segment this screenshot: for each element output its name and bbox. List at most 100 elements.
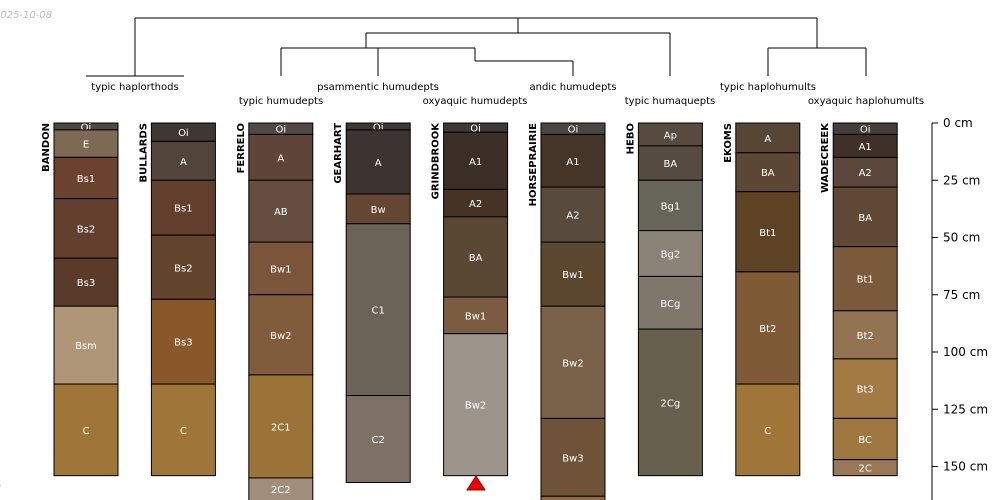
horizon-label: Bw1 bbox=[270, 264, 291, 275]
horizon-label: A1 bbox=[469, 157, 482, 168]
horizon bbox=[150, 298, 216, 385]
horizon bbox=[637, 328, 703, 477]
horizon bbox=[540, 417, 606, 497]
horizon-label: Oi bbox=[81, 122, 92, 133]
horizon-label: BCg bbox=[660, 299, 680, 310]
horizon-label: Bw1 bbox=[562, 270, 583, 281]
horizon bbox=[53, 156, 119, 200]
horizon bbox=[150, 383, 216, 477]
depth-tick-label: 0 cm bbox=[943, 116, 973, 130]
horizon bbox=[248, 294, 314, 376]
horizon-label: A2 bbox=[566, 211, 579, 222]
horizon-label: Bg1 bbox=[661, 201, 681, 212]
horizon-label: Ap bbox=[664, 130, 677, 141]
depth-tick-label: 75 cm bbox=[943, 288, 980, 302]
profile-name: FERRELO bbox=[236, 123, 247, 173]
profile-name: GRINDBROOK bbox=[431, 122, 442, 200]
horizon bbox=[53, 383, 119, 477]
horizon bbox=[832, 417, 898, 461]
horizon-label: A1 bbox=[859, 142, 872, 153]
horizon bbox=[832, 246, 898, 312]
horizon-label: A bbox=[180, 157, 187, 168]
horizon-label: C bbox=[180, 426, 187, 437]
horizon-label: Bt3 bbox=[857, 385, 874, 396]
horizon-label: Bs2 bbox=[77, 224, 95, 235]
horizon-label: Bs1 bbox=[174, 204, 192, 215]
horizon-label: BA bbox=[664, 159, 678, 170]
taxon-label-typic-haplohumults: typic haplohumults bbox=[720, 82, 816, 93]
horizon bbox=[832, 459, 898, 477]
horizon-label: 2C1 bbox=[271, 422, 291, 433]
horizon bbox=[735, 383, 801, 477]
horizon bbox=[443, 216, 509, 298]
horizon bbox=[248, 179, 314, 243]
depth-tick-label: 100 cm bbox=[943, 345, 988, 359]
profile-hebo: Ap BA Bg1 Bg2 BCg 2Cg HEBO bbox=[625, 122, 703, 477]
depth-tick-label: 25 cm bbox=[943, 173, 980, 187]
horizon bbox=[832, 156, 898, 188]
horizon bbox=[443, 333, 509, 477]
horizon-label: Bs1 bbox=[77, 174, 95, 185]
horizon bbox=[637, 230, 703, 277]
horizon-label: Oi bbox=[470, 124, 481, 135]
profiles: Oi E Bs1 Bs2 Bs3 Bsm C BANDON Oi A Bs1 Bs2 Bs3 C BULLA… bbox=[41, 122, 898, 500]
horizon-label: A bbox=[764, 134, 771, 145]
profile-name: EKOMS bbox=[723, 123, 734, 163]
horizon-label: Bg2 bbox=[661, 250, 681, 261]
horizon bbox=[540, 495, 606, 500]
horizon-label: A2 bbox=[859, 168, 872, 179]
horizon bbox=[53, 305, 119, 385]
horizon bbox=[540, 241, 606, 307]
horizon-label: Oi bbox=[275, 125, 286, 136]
profile-bullards: Oi A Bs1 Bs2 Bs3 C BULLARDS bbox=[138, 122, 216, 477]
profile-name: HEBO bbox=[625, 123, 636, 154]
profile-name: BANDON bbox=[41, 123, 52, 172]
horizon bbox=[637, 275, 703, 330]
horizon bbox=[345, 395, 411, 484]
profile-name: GEARHART bbox=[333, 123, 344, 184]
horizon bbox=[443, 131, 509, 190]
horizon-label: Bt2 bbox=[759, 324, 776, 335]
horizon-label: Oi bbox=[178, 128, 189, 139]
horizon-label: Bt1 bbox=[857, 275, 874, 286]
profile-grindbrook: Oi A1 A2 BA Bw1 Bw2 GRINDBROOK bbox=[431, 122, 509, 477]
horizon-label: A bbox=[375, 158, 382, 169]
horizon bbox=[150, 234, 216, 300]
taxon-label-typic-humaquepts: typic humaquepts bbox=[625, 96, 716, 107]
horizon-label: C bbox=[83, 426, 90, 437]
horizon bbox=[150, 179, 216, 236]
taxon-label-typic-humudepts: typic humudepts bbox=[239, 96, 323, 107]
horizon-label: Oi bbox=[860, 125, 871, 136]
horizon bbox=[735, 191, 801, 273]
profile-name: HORSEPRAIRIE bbox=[528, 123, 539, 207]
horizon-label: A1 bbox=[566, 157, 579, 168]
horizon-label: Bsm bbox=[75, 341, 97, 352]
corner-stamp: l bbox=[0, 484, 1, 495]
horizon-label: Bw1 bbox=[465, 311, 486, 322]
truncation-marker-icon bbox=[466, 475, 486, 491]
profile-name: BULLARDS bbox=[138, 123, 149, 182]
horizon-label: AB bbox=[274, 207, 288, 218]
horizon-label: BA bbox=[858, 213, 872, 224]
horizon bbox=[443, 188, 509, 218]
profile-name: WADECREEK bbox=[820, 122, 831, 193]
horizon-label: 2Cg bbox=[661, 398, 681, 409]
horizon-label: Bs3 bbox=[174, 338, 192, 349]
horizon-label: Bt2 bbox=[857, 331, 874, 342]
taxon-label-oxyaquic-humudepts: oxyaquic humudepts bbox=[423, 96, 528, 107]
horizon-label: 2C bbox=[859, 464, 872, 475]
horizon bbox=[248, 241, 314, 296]
horizon bbox=[345, 223, 411, 397]
horizon-label: Bs2 bbox=[174, 263, 192, 274]
dendrogram bbox=[86, 17, 867, 77]
horizon bbox=[540, 186, 606, 243]
horizon bbox=[345, 129, 411, 195]
horizon bbox=[248, 374, 314, 479]
horizon bbox=[248, 133, 314, 181]
depth-tick-label: 50 cm bbox=[943, 231, 980, 245]
horizon-label: BA bbox=[469, 253, 483, 264]
horizon-label: Bw2 bbox=[270, 331, 291, 342]
horizon-label: C bbox=[764, 426, 771, 437]
horizon bbox=[248, 477, 314, 500]
